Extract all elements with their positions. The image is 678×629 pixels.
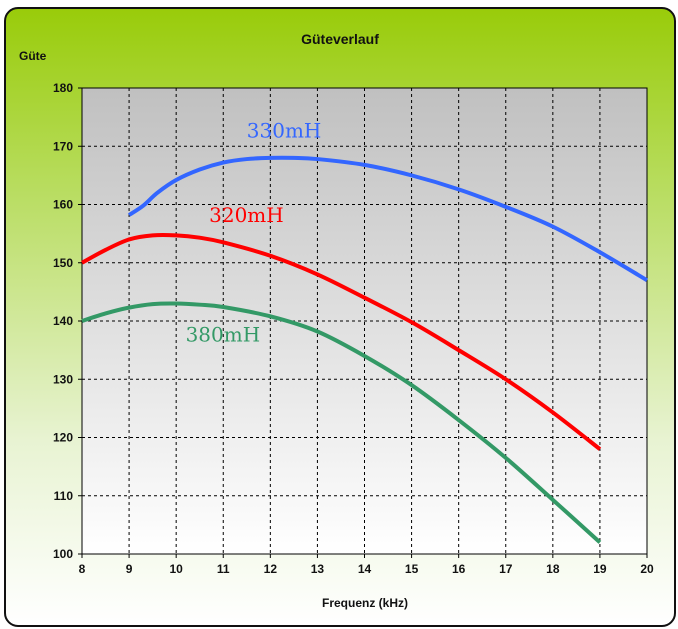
x-tick-label: 18: [546, 562, 560, 576]
x-tick-label: 20: [640, 562, 654, 576]
x-tick-label: 8: [79, 562, 86, 576]
series-label-320mH: 320mH: [209, 203, 284, 227]
y-axis-label: Güte: [19, 49, 47, 63]
series-line-380mH: [81, 301, 602, 544]
series-line-330mH: [127, 155, 649, 282]
y-tick-label: 180: [53, 81, 73, 95]
y-tick-label: 170: [53, 139, 73, 153]
x-tick-label: 15: [405, 562, 419, 576]
x-tick-label: 17: [499, 562, 513, 576]
x-tick-label: 13: [311, 562, 325, 576]
y-tick-label: 160: [53, 198, 73, 212]
y-tick-label: 120: [53, 431, 73, 445]
chart-title: Güteverlauf: [301, 31, 379, 47]
x-tick-label: 16: [452, 562, 466, 576]
x-tick-label: 10: [169, 562, 183, 576]
x-tick-label: 12: [264, 562, 278, 576]
x-axis-label: Frequenz (kHz): [322, 596, 408, 610]
y-tick-label: 150: [53, 256, 73, 270]
x-tick-label: 9: [126, 562, 133, 576]
x-tick-label: 19: [593, 562, 607, 576]
series-label-380mH: 380mH: [186, 322, 261, 346]
x-tick-label: 11: [217, 562, 230, 576]
series-line-320mH: [81, 232, 602, 451]
series-label-330mH: 330mH: [247, 119, 322, 143]
x-tick-label: 14: [358, 562, 372, 576]
y-tick-label: 110: [54, 489, 74, 503]
y-tick-label: 100: [53, 547, 73, 561]
y-tick-label: 140: [53, 314, 73, 328]
y-tick-label: 130: [53, 372, 73, 386]
